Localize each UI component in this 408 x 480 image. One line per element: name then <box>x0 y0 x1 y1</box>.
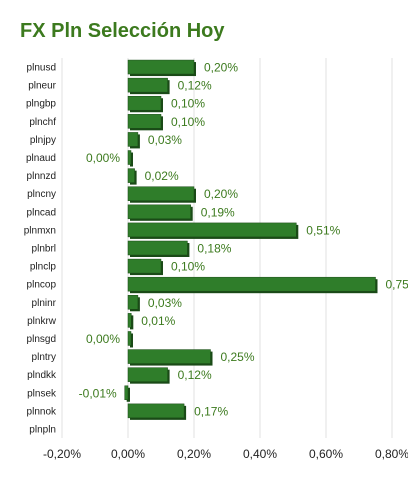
bar <box>127 150 133 167</box>
bar-face <box>127 258 162 274</box>
bar <box>127 331 133 348</box>
category-label: plngbp <box>26 99 56 110</box>
value-label: 0,12% <box>178 79 212 93</box>
bar <box>127 222 299 239</box>
bar-face <box>127 132 139 147</box>
category-label: plncad <box>27 207 56 218</box>
bar-face <box>127 403 185 419</box>
bar <box>127 59 196 77</box>
category-label: plnmxn <box>24 225 56 236</box>
category-label: plnnok <box>27 406 57 417</box>
value-label: 0,25% <box>221 350 255 364</box>
category-label: plnsgd <box>27 334 56 345</box>
value-label: 0,20% <box>204 61 238 75</box>
value-label: 0,18% <box>197 242 231 256</box>
value-label: 0,12% <box>178 368 212 382</box>
category-label: plncop <box>27 280 57 291</box>
bar <box>127 367 170 384</box>
bar <box>127 204 193 221</box>
x-tick-label: 0,80% <box>375 447 408 461</box>
bar-shadow <box>130 152 133 167</box>
value-label: 0,03% <box>148 296 182 310</box>
bars <box>124 59 378 420</box>
value-label: 0,51% <box>306 223 340 237</box>
x-tick-label: 0,20% <box>177 447 211 461</box>
bar-face <box>127 331 132 346</box>
category-label: plnpln <box>29 424 56 435</box>
bar-face <box>127 186 195 201</box>
category-label: plnaud <box>26 153 56 164</box>
x-tick-label: 0,60% <box>309 447 343 461</box>
bar-face <box>127 150 132 165</box>
category-label: plnjpy <box>30 135 56 146</box>
category-labels: plnusd plneur plngbp plnchf plnjpy plnaud plnn… <box>24 63 57 436</box>
category-label: plnclp <box>30 262 57 273</box>
value-label: 0,10% <box>171 97 205 111</box>
bar <box>127 258 163 276</box>
value-label: 0,20% <box>204 187 238 201</box>
value-labels: 0,20% 0,12% 0,10% 0,10% 0,03% 0,00% 0,02% 0,20%… <box>79 61 408 419</box>
value-label: 0,00% <box>86 151 120 165</box>
bar <box>127 132 140 149</box>
bar-face <box>127 240 188 256</box>
bar-face <box>127 222 297 238</box>
bar-face <box>127 276 376 292</box>
bar <box>127 313 134 330</box>
chart-title: FX Pln Selección Hoy <box>20 20 225 42</box>
bar-shadow <box>130 315 134 330</box>
category-label: plncny <box>27 189 56 200</box>
bar <box>127 295 140 312</box>
x-tick-label: 0,00% <box>111 447 145 461</box>
category-label: plndkk <box>27 370 57 381</box>
value-label: 0,10% <box>171 260 205 274</box>
bar <box>127 276 378 294</box>
x-tick-label: -0,20% <box>43 447 81 461</box>
category-label: plnusd <box>27 63 56 74</box>
bar <box>127 403 187 420</box>
value-label: 0,03% <box>148 133 182 147</box>
bar <box>127 240 190 257</box>
x-tick-labels: -0,20% 0,00% 0,20% 0,40% 0,60% 0,80% <box>43 447 408 461</box>
bar-face <box>127 204 191 220</box>
category-label: plnnzd <box>27 171 56 182</box>
bar <box>124 385 130 402</box>
category-label: plntry <box>32 352 56 363</box>
bar-face <box>127 313 132 328</box>
category-label: plninr <box>32 298 57 309</box>
category-label: plnchf <box>29 117 56 128</box>
value-label: 0,00% <box>86 332 120 346</box>
value-label: 0,17% <box>194 404 228 418</box>
bar-shadow <box>130 333 133 348</box>
value-label: -0,01% <box>79 386 117 400</box>
bar <box>127 114 163 131</box>
bar-face <box>127 367 168 382</box>
value-label: 0,01% <box>141 314 175 328</box>
bar <box>127 168 137 185</box>
bar-face <box>127 349 211 364</box>
bar <box>127 349 213 366</box>
bar-face <box>127 59 195 75</box>
category-label: plnsek <box>27 388 57 399</box>
bar-face <box>127 114 162 129</box>
bar-face <box>127 95 162 111</box>
bar-face <box>127 168 135 183</box>
bar <box>127 77 170 95</box>
bar-face <box>127 77 168 93</box>
category-label: plnbrl <box>32 244 56 255</box>
bar <box>127 95 163 113</box>
value-label: 0,19% <box>201 205 235 219</box>
bar-face <box>124 385 129 401</box>
category-label: plneur <box>28 81 56 92</box>
x-tick-label: 0,40% <box>243 447 277 461</box>
value-label: 0,02% <box>145 169 179 183</box>
bar <box>127 186 196 203</box>
value-label: 0,75% <box>386 278 408 292</box>
bar-face <box>127 295 139 310</box>
category-label: plnkrw <box>27 316 57 327</box>
bar-shadow <box>126 387 130 402</box>
value-label: 0,10% <box>171 115 205 129</box>
